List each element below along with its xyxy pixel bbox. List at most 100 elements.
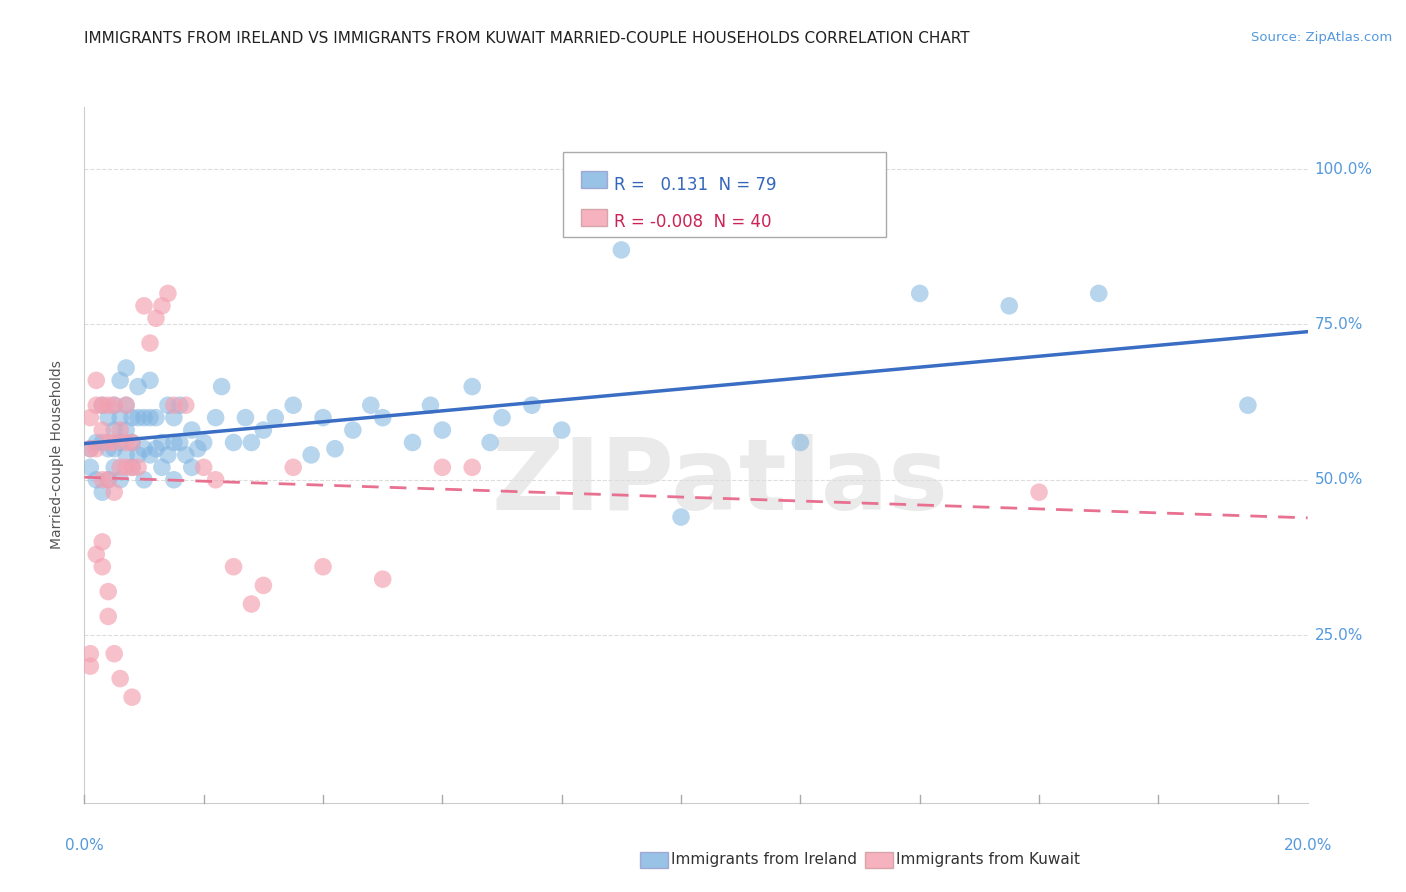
Point: [127, 460, 149, 475]
Point: [91, 398, 114, 412]
Point: [520, 398, 543, 412]
Point: [156, 286, 179, 301]
Point: [222, 559, 245, 574]
Point: [115, 398, 138, 412]
Point: [103, 442, 125, 456]
Point: [156, 398, 179, 412]
Point: [461, 379, 484, 393]
Text: IMMIGRANTS FROM IRELAND VS IMMIGRANTS FROM KUWAIT MARRIED-COUPLE HOUSEHOLDS CORR: IMMIGRANTS FROM IRELAND VS IMMIGRANTS FR…: [84, 31, 970, 46]
Point: [204, 410, 226, 425]
Point: [174, 398, 197, 412]
Text: Immigrants from Kuwait: Immigrants from Kuwait: [896, 853, 1080, 867]
Point: [115, 448, 138, 462]
Point: [908, 286, 931, 301]
Point: [174, 448, 197, 462]
Point: [145, 311, 167, 326]
Point: [79, 442, 101, 456]
Point: [610, 243, 633, 257]
Point: [432, 460, 454, 475]
Point: [132, 442, 155, 456]
Point: [103, 485, 125, 500]
Point: [156, 448, 179, 462]
Point: [103, 460, 125, 475]
Point: [145, 410, 167, 425]
Point: [84, 398, 107, 412]
Point: [108, 373, 131, 387]
Point: [84, 547, 107, 561]
Point: [163, 410, 186, 425]
Point: [419, 398, 441, 412]
Text: Source: ZipAtlas.com: Source: ZipAtlas.com: [1251, 31, 1392, 45]
Point: [97, 473, 120, 487]
Point: [127, 410, 149, 425]
Point: [84, 473, 107, 487]
Text: 50.0%: 50.0%: [1315, 472, 1362, 487]
Point: [121, 460, 143, 475]
Point: [103, 423, 125, 437]
Y-axis label: Married-couple Households: Married-couple Households: [49, 360, 63, 549]
Text: 0.0%: 0.0%: [65, 838, 104, 854]
Point: [79, 410, 101, 425]
Point: [163, 435, 186, 450]
Point: [401, 435, 423, 450]
Point: [551, 423, 574, 437]
Point: [169, 435, 191, 450]
Point: [121, 410, 143, 425]
Point: [97, 410, 120, 425]
Point: [371, 410, 394, 425]
Point: [108, 460, 131, 475]
Point: [283, 460, 305, 475]
Point: [91, 534, 114, 549]
Point: [108, 410, 131, 425]
Point: [169, 398, 191, 412]
Point: [432, 423, 454, 437]
Point: [187, 442, 209, 456]
Point: [79, 647, 101, 661]
Point: [371, 572, 394, 586]
Point: [103, 435, 125, 450]
Point: [91, 485, 114, 500]
Point: [252, 423, 274, 437]
Point: [84, 435, 107, 450]
Point: [97, 584, 120, 599]
Point: [252, 578, 274, 592]
Point: [91, 559, 114, 574]
Point: [669, 510, 692, 524]
Text: 75.0%: 75.0%: [1315, 317, 1362, 332]
Point: [204, 473, 226, 487]
Point: [103, 647, 125, 661]
Point: [461, 460, 484, 475]
Point: [97, 473, 120, 487]
Point: [97, 442, 120, 456]
Text: 20.0%: 20.0%: [1284, 838, 1331, 854]
Text: R = -0.008  N = 40: R = -0.008 N = 40: [613, 213, 770, 231]
Point: [115, 361, 138, 376]
Point: [180, 423, 202, 437]
Point: [103, 398, 125, 412]
Text: ZIPatlas: ZIPatlas: [492, 434, 949, 532]
Text: R =   0.131  N = 79: R = 0.131 N = 79: [613, 176, 776, 194]
Text: 25.0%: 25.0%: [1315, 628, 1362, 642]
Point: [479, 435, 502, 450]
Point: [240, 435, 263, 450]
Point: [132, 473, 155, 487]
Point: [193, 435, 215, 450]
Point: [235, 410, 257, 425]
Point: [79, 659, 101, 673]
Point: [491, 410, 513, 425]
Point: [132, 299, 155, 313]
Point: [145, 442, 167, 456]
Point: [121, 435, 143, 450]
Point: [115, 398, 138, 412]
Point: [211, 379, 233, 393]
Point: [139, 373, 162, 387]
Text: 100.0%: 100.0%: [1315, 161, 1372, 177]
Point: [1237, 398, 1260, 412]
Point: [139, 410, 162, 425]
Point: [121, 460, 143, 475]
Point: [79, 460, 101, 475]
Point: [121, 435, 143, 450]
Point: [1028, 485, 1050, 500]
Point: [91, 398, 114, 412]
Point: [121, 690, 143, 705]
